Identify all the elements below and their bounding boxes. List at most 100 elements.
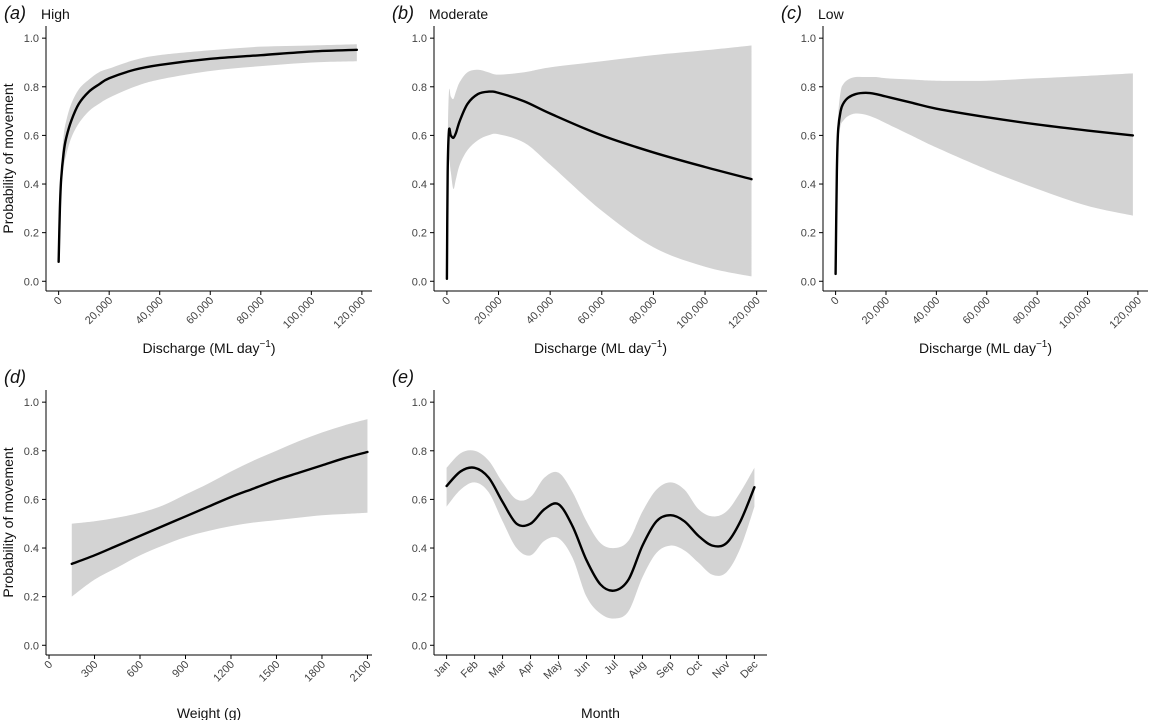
x-tick-label-c: 120,000 [1107,295,1144,332]
x-tick-label-a: 0 [52,295,65,308]
x-tick-label-d: 1800 [302,659,328,685]
x-tick-label-d: 900 [170,659,191,680]
x-tick-label-b: 80,000 [627,295,659,327]
x-tick-label-d: 600 [125,659,146,680]
x-tick-label-b: 20,000 [472,295,504,327]
fitted-line-c [834,91,1135,276]
y-tick-label-a: 0.0 [24,276,39,288]
y-tick-label-c: 0.6 [801,130,816,142]
fitted-line-e [445,466,756,592]
y-tick-label-b: 0.4 [412,179,427,191]
x-tick-label-e: Apr [516,658,537,679]
y-tick-label-e: 0.2 [412,592,427,604]
y-tick-label-a: 0.6 [24,130,39,142]
confidence-band-b [446,45,752,279]
y-tick-label-c: 0.4 [801,179,816,191]
y-tick-label-c: 1.0 [801,33,816,45]
x-tick-label-e: Dec [738,658,761,681]
x-tick-label-a: 20,000 [83,295,115,327]
panel-label-c: (c) [781,3,802,23]
panel-a: 0.0 0.2 0.4 0.6 0.8 1.0 0 20,000 40,000 60,000 80,… [0,3,372,356]
panel-label-d: (d) [4,367,26,387]
y-tick-label-e: 0.8 [412,446,427,458]
panel-b: 0.0 0.2 0.4 0.6 0.8 1.0 0 20,000 40,000 60,000 80,… [392,3,767,356]
y-tick-label-d: 1.0 [24,397,39,409]
y-tick-label-d: 0.4 [24,543,39,555]
x-tick-label-e: Jun [572,659,593,680]
x-tick-label-c: 60,000 [961,295,993,327]
y-tick-label-e: 0.0 [412,640,427,652]
y-tick-label-c: 0.2 [801,228,816,240]
fitted-line-d [70,450,369,566]
confidence-band-c [835,73,1133,274]
x-tick-label-d: 2100 [348,659,374,685]
panel-title-c: Low [818,6,845,22]
y-tick-label-e: 0.6 [412,494,427,506]
x-tick-label-c: 0 [829,295,842,308]
x-tick-label-b: 60,000 [576,295,608,327]
y-tick-label-e: 0.4 [412,543,427,555]
x-axis-title-c: Discharge (ML day−1) [919,339,1052,356]
x-tick-label-d: 1200 [211,659,237,685]
x-tick-label-b: 120,000 [726,295,763,332]
x-axis-title-d: Weight (g) [177,705,241,720]
x-tick-label-e: Jan [432,659,453,680]
panel-label-a: (a) [4,3,26,23]
confidence-band-d [71,419,368,597]
panel-d: 0.0 0.2 0.4 0.6 0.8 1.0 0 300 600 900 1200 1500 1800… [0,367,374,720]
y-tick-label-b: 1.0 [412,33,427,45]
panel-label-b: (b) [392,3,414,23]
y-axis-title-d: Probability of movement [0,447,16,597]
fitted-line-b [445,90,753,281]
y-tick-label-e: 1.0 [412,397,427,409]
y-tick-label-d: 0.0 [24,640,39,652]
panel-title-a: High [41,6,70,22]
x-axis-title-e: Month [581,705,620,720]
x-tick-label-e: Aug [626,659,648,681]
y-tick-label-c: 0.8 [801,82,816,94]
confidence-band-e [446,450,755,619]
y-tick-label-a: 1.0 [24,33,39,45]
y-tick-label-d: 0.8 [24,446,39,458]
y-tick-label-b: 0.6 [412,130,427,142]
x-tick-label-c: 20,000 [860,295,892,327]
x-tick-label-b: 0 [440,295,453,308]
fitted-line-a [57,48,359,264]
x-tick-label-e: Nov [710,658,733,681]
panel-title-b: Moderate [429,6,488,22]
x-tick-label-e: Jul [602,659,620,677]
y-tick-label-a: 0.8 [24,82,39,94]
x-tick-label-e: Sep [654,659,676,681]
x-tick-label-e: May [541,658,565,682]
x-tick-label-b: 100,000 [675,295,712,332]
x-tick-label-e: Feb [459,659,481,681]
panel-label-e: (e) [392,367,414,387]
confidence-band-a [58,44,357,262]
x-tick-label-b: 40,000 [524,295,556,327]
y-tick-label-c: 0.0 [801,276,816,288]
y-tick-label-a: 0.2 [24,228,39,240]
x-tick-label-e: Oct [684,659,705,680]
x-tick-label-a: 100,000 [281,295,318,332]
x-tick-label-a: 120,000 [331,295,368,332]
x-tick-label-d: 300 [79,659,100,680]
x-tick-label-e: Mar [487,658,509,680]
y-tick-label-b: 0.2 [412,228,427,240]
x-tick-label-c: 80,000 [1011,295,1043,327]
y-tick-label-d: 0.2 [24,592,39,604]
panel-e: 0.0 0.2 0.4 0.6 0.8 1.0 Jan Feb Mar Apr May Jun Jul A… [392,367,767,720]
x-tick-label-c: 100,000 [1057,295,1094,332]
y-tick-label-d: 0.6 [24,494,39,506]
x-tick-label-a: 60,000 [184,295,216,327]
y-tick-label-b: 0.8 [412,82,427,94]
y-tick-label-a: 0.4 [24,179,39,191]
x-axis-title-b: Discharge (ML day−1) [534,339,667,356]
x-tick-label-a: 40,000 [134,295,166,327]
x-tick-label-c: 40,000 [910,295,942,327]
x-tick-label-d: 0 [42,659,55,672]
x-tick-label-a: 80,000 [235,295,267,327]
x-tick-label-d: 1500 [257,659,283,685]
y-tick-label-b: 0.0 [412,276,427,288]
x-axis-title-a: Discharge (ML day−1) [142,339,275,356]
